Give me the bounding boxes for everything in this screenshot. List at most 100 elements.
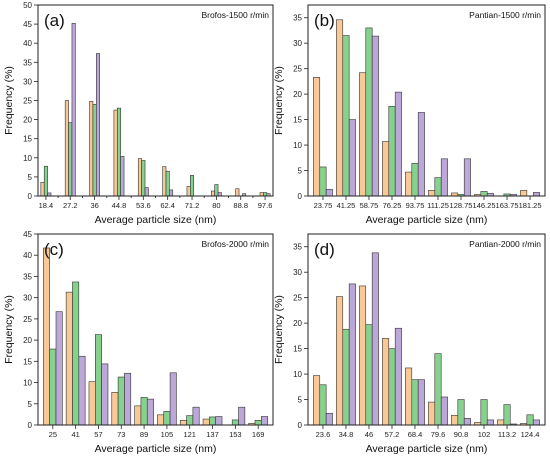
bar — [342, 328, 350, 426]
plot-frame — [37, 233, 274, 426]
bar — [217, 192, 222, 197]
bar — [371, 252, 379, 426]
x-tick-label: 44.8 — [112, 201, 127, 210]
bar — [463, 158, 471, 197]
bar — [137, 158, 142, 197]
x-tick-label: 97.6 — [258, 201, 273, 210]
bar — [325, 412, 333, 426]
x-axis-label: Average particle size (nm) — [95, 214, 217, 226]
chart-panel-3: 0 5 10 15 20 25 30 35 40 45 25 41 57 73 89 105 121 137 153… — [3, 230, 274, 455]
bar — [163, 411, 171, 426]
x-tick-label: 88.8 — [233, 201, 248, 210]
bar — [231, 419, 239, 426]
bar — [94, 334, 102, 426]
x-tick-label: 73 — [117, 430, 125, 439]
y-tick-label: 15 — [23, 357, 32, 366]
x-tick-label: 93.75 — [406, 201, 425, 210]
bar — [411, 379, 419, 426]
x-tick-label: 27.2 — [63, 201, 78, 210]
bar — [254, 420, 262, 426]
bar — [96, 53, 100, 197]
chart-title: Brofos-2000 r/min — [201, 239, 269, 249]
x-tick-label: 90.8 — [454, 430, 469, 439]
x-tick-label: 25 — [49, 430, 57, 439]
bar — [520, 190, 528, 197]
bar — [144, 187, 149, 197]
bar — [111, 392, 119, 426]
y-tick-label: 10 — [23, 154, 32, 163]
x-tick-label: 57.2 — [385, 430, 400, 439]
bar — [382, 338, 390, 426]
panel-label: (a) — [44, 11, 65, 30]
bar — [336, 296, 344, 426]
x-tick-label: 102 — [478, 430, 491, 439]
y-tick-label: 15 — [293, 116, 302, 125]
y-tick-label: 30 — [293, 268, 302, 277]
bar — [497, 419, 505, 426]
y-tick-label: 10 — [293, 141, 302, 150]
bar — [120, 155, 125, 197]
bar — [417, 379, 425, 426]
bar — [417, 112, 425, 197]
x-tick-label: 163.75 — [496, 201, 519, 210]
bar — [235, 188, 240, 197]
y-axis-label: Frequency (%) — [3, 66, 15, 135]
x-tick-label: 68.4 — [408, 430, 423, 439]
bar — [113, 109, 118, 197]
x-tick-label: 57 — [94, 430, 102, 439]
bar — [116, 107, 121, 197]
y-tick-label: 20 — [23, 336, 32, 345]
bar — [209, 416, 217, 426]
bar — [319, 166, 327, 197]
y-tick-label: 30 — [293, 39, 302, 48]
bar — [186, 186, 191, 197]
bar — [179, 420, 187, 426]
bar — [503, 404, 511, 426]
bar — [64, 100, 69, 197]
chart-title: Pantian-1500 r/min — [469, 10, 541, 20]
y-tick-label: 20 — [23, 116, 32, 125]
x-tick-label: 105 — [161, 430, 174, 439]
bar — [457, 399, 465, 426]
bar — [319, 384, 327, 426]
bar — [440, 396, 448, 426]
bar — [261, 416, 268, 426]
y-tick-label: 15 — [293, 345, 302, 354]
y-tick-label: 5 — [298, 396, 303, 405]
bar — [365, 324, 373, 426]
panel-label: (b) — [314, 11, 335, 30]
x-axis-label: Average particle size (nm) — [366, 214, 488, 226]
bar — [451, 415, 459, 426]
x-axis-label: Average particle size (nm) — [95, 443, 217, 455]
bar — [440, 158, 448, 197]
y-tick-label: 25 — [23, 97, 32, 106]
bar — [68, 122, 73, 197]
bar — [49, 348, 57, 426]
bar — [55, 311, 63, 426]
x-tick-label: 111.25 — [427, 201, 449, 210]
y-axis-label: Frequency (%) — [273, 295, 285, 364]
x-tick-label: 58.75 — [360, 201, 379, 210]
y-tick-label: 50 — [23, 1, 32, 10]
bar — [388, 348, 396, 426]
y-tick-label: 10 — [23, 379, 32, 388]
y-tick-label: 15 — [23, 135, 32, 144]
y-tick-label: 0 — [298, 421, 303, 430]
x-tick-label: 169 — [252, 430, 265, 439]
chart-title: Brofos-1500 r/min — [201, 10, 269, 20]
x-tick-label: 62.4 — [160, 201, 175, 210]
y-tick-label: 10 — [293, 370, 302, 379]
x-tick-label: 36 — [90, 201, 98, 210]
bar — [526, 414, 534, 426]
x-tick-label: 124.4 — [521, 430, 540, 439]
bar — [480, 399, 488, 426]
y-tick-label: 40 — [23, 39, 32, 48]
y-tick-label: 5 — [298, 167, 303, 176]
bar — [388, 106, 396, 197]
y-tick-label: 25 — [23, 315, 32, 324]
y-tick-label: 20 — [293, 90, 302, 99]
x-tick-label: 146.25 — [473, 201, 496, 210]
bar — [202, 418, 210, 426]
